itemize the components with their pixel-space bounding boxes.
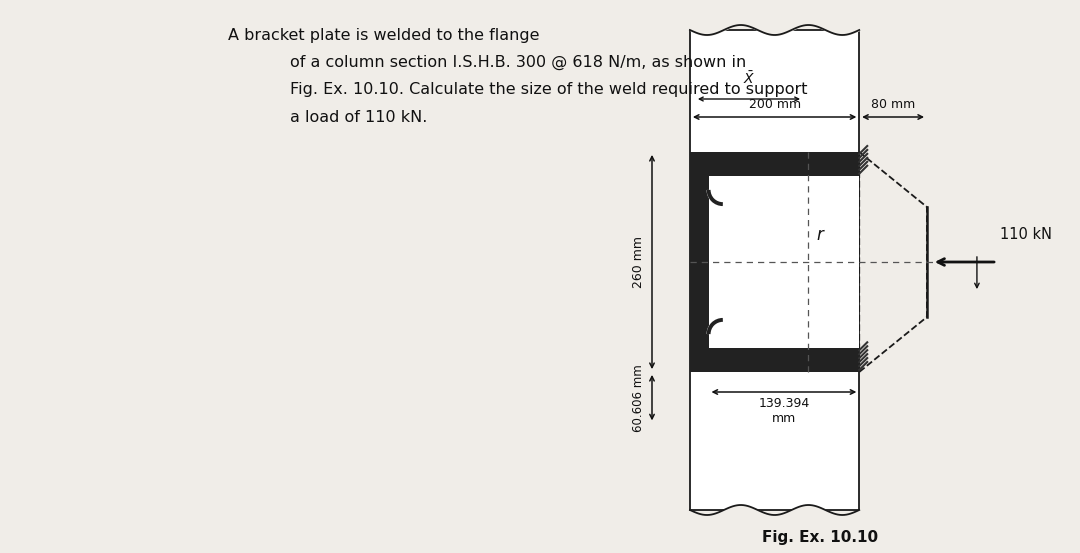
- Text: A bracket plate is welded to the flange: A bracket plate is welded to the flange: [229, 28, 540, 43]
- Text: a load of 110 kN.: a load of 110 kN.: [291, 110, 428, 125]
- Text: $\bar{X}$: $\bar{X}$: [743, 70, 755, 87]
- Text: 260 mm: 260 mm: [632, 236, 645, 288]
- Text: 200 mm: 200 mm: [748, 98, 800, 111]
- Text: of a column section I.S.H.B. 300 @ 618 N/m, as shown in: of a column section I.S.H.B. 300 @ 618 N…: [291, 55, 746, 70]
- Text: Fig. Ex. 10.10. Calculate the size of the weld required to support: Fig. Ex. 10.10. Calculate the size of th…: [291, 82, 808, 97]
- Bar: [690, 30, 860, 510]
- Text: 139.394
mm: 139.394 mm: [758, 397, 810, 425]
- Text: Fig. Ex. 10.10: Fig. Ex. 10.10: [761, 530, 878, 545]
- Text: 60.606 mm: 60.606 mm: [632, 364, 645, 431]
- Text: 110 kN: 110 kN: [1000, 227, 1052, 242]
- Bar: [690, 152, 860, 372]
- Text: 80 mm: 80 mm: [870, 98, 915, 111]
- Text: r: r: [816, 226, 823, 244]
- Bar: [708, 176, 860, 348]
